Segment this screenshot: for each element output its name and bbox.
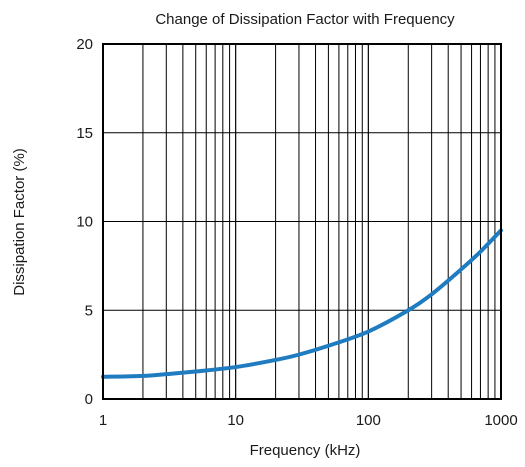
x-tick-label: 1000 [484, 412, 517, 429]
grid-lines [103, 44, 501, 399]
y-tick-label: 0 [85, 391, 93, 408]
y-tick-label: 20 [76, 36, 93, 53]
y-tick-label: 5 [85, 302, 93, 319]
tick-labels: 1 10 100 1000 0 5 10 15 20 [76, 36, 517, 429]
x-tick-label: 10 [227, 412, 244, 429]
dissipation-factor-curve [101, 228, 503, 379]
chart-title: Change of Dissipation Factor with Freque… [155, 11, 455, 28]
y-tick-label: 10 [76, 214, 93, 231]
y-tick-label: 15 [76, 125, 93, 142]
x-tick-label: 100 [356, 412, 381, 429]
y-axis-label: Dissipation Factor (%) [11, 148, 28, 296]
series-layer [101, 228, 503, 379]
plot-frame [102, 43, 502, 400]
x-tick-label: 1 [99, 412, 107, 429]
x-axis-label: Frequency (kHz) [250, 442, 361, 459]
